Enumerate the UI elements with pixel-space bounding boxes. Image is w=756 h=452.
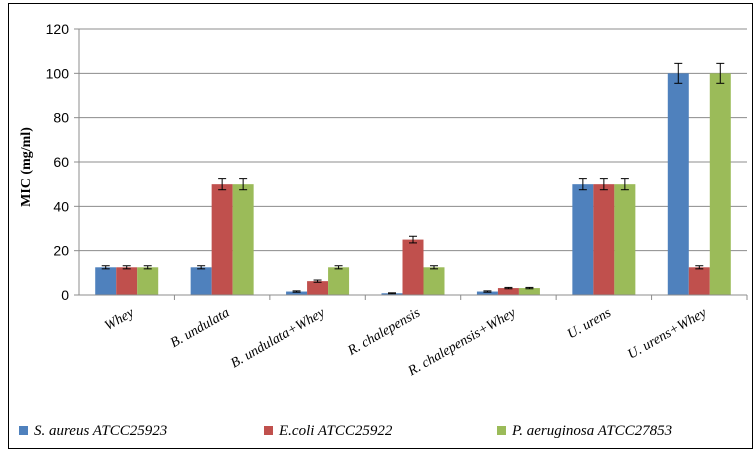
x-tick-label: Whey	[102, 305, 137, 334]
bar	[423, 267, 445, 295]
gridlines	[79, 28, 747, 252]
legend-label: E.coli ATCC25922	[278, 423, 393, 439]
y-tick-label: 120	[46, 21, 70, 37]
bar	[476, 291, 498, 295]
bar	[137, 267, 159, 295]
bars	[95, 62, 731, 295]
y-axis-title: MIC (mg/ml)	[19, 127, 34, 207]
bar	[402, 239, 424, 295]
y-tick-label: 100	[46, 65, 70, 81]
bar	[211, 184, 233, 295]
y-tick-label: 80	[53, 110, 69, 126]
x-tick-label: U. urens	[565, 305, 614, 342]
bar	[497, 288, 519, 295]
legend-swatch	[497, 426, 506, 435]
bar	[688, 267, 710, 295]
x-tick-label: R. chalepensis+Whey	[405, 305, 519, 380]
bar	[328, 267, 350, 295]
bar	[116, 267, 138, 295]
legend-label: S. aureus ATCC25923	[34, 423, 167, 439]
chart-frame: 0 20 40 60 80 100 120 Whey B. undulata B. undulat…	[8, 3, 753, 449]
bar	[307, 281, 329, 295]
y-tick-label: 0	[61, 287, 69, 303]
legend: S. aureus ATCC25923 E.coli ATCC25922 P. ae…	[19, 423, 672, 439]
x-tick-label: U. urens+Whey	[625, 305, 710, 363]
bar	[667, 73, 689, 295]
x-tick-label: B. undulata	[168, 305, 232, 351]
legend-swatch	[19, 426, 28, 435]
bar	[286, 291, 308, 295]
legend-swatch	[264, 426, 273, 435]
y-tick-label: 20	[53, 243, 69, 259]
bar	[95, 267, 117, 295]
bar	[593, 184, 615, 295]
x-tick-label: B. undulata+Whey	[228, 305, 328, 371]
legend-label: P. aeruginosa ATCC27853	[511, 423, 672, 439]
x-tick-label: R. chalepensis	[345, 305, 424, 359]
y-tick-label: 60	[53, 154, 69, 170]
bar	[572, 184, 594, 295]
bar	[518, 288, 540, 295]
bar	[232, 184, 254, 295]
bar	[190, 267, 212, 295]
y-tick-label: 40	[53, 198, 69, 214]
bar	[709, 73, 731, 295]
bar	[614, 184, 636, 295]
